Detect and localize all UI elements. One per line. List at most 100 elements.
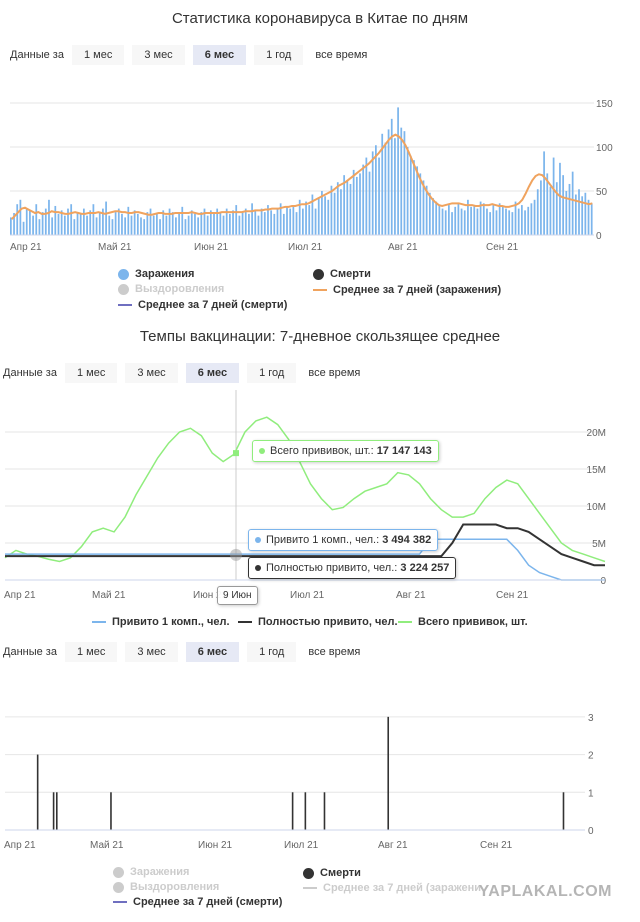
range-1y-button[interactable]: 1 год <box>247 642 297 662</box>
infection-bar <box>105 201 107 235</box>
legend-total[interactable]: Всего прививок, шт. <box>398 616 528 628</box>
infection-bar <box>213 213 215 235</box>
range-1y-button[interactable]: 1 год <box>247 363 297 383</box>
range-1y-button[interactable]: 1 год <box>254 45 304 65</box>
infection-bar <box>311 194 314 235</box>
infection-bar <box>25 208 28 235</box>
infection-bar <box>48 199 50 235</box>
range-1m-button[interactable]: 1 мес <box>64 363 118 383</box>
infection-bar <box>508 210 511 235</box>
one-dose-line <box>5 538 605 581</box>
infection-bar <box>232 210 234 235</box>
legend-deaths[interactable]: Смерти <box>303 867 361 879</box>
y-tick-label: 100 <box>596 143 613 154</box>
infection-bar <box>76 212 79 235</box>
legend-label: Среднее за 7 дней (смерти) <box>133 896 283 908</box>
range-all-button[interactable]: все время <box>308 646 361 658</box>
legend-avg-infections[interactable]: Среднее за 7 дней (заражени <box>303 882 481 894</box>
infection-bar <box>543 151 545 235</box>
infection-bar <box>527 206 530 235</box>
range-all-button[interactable]: все время <box>308 367 361 379</box>
infection-bar <box>254 210 257 235</box>
legend-deaths[interactable]: Смерти <box>313 268 371 280</box>
tooltip-date: 9 Июн <box>217 586 258 605</box>
infection-bar <box>102 208 104 235</box>
infection-bar <box>457 203 460 235</box>
chart3-plot[interactable]: 0 1 2 3 Апр 21 Май 21 Июн 21 Июл 21 Авг 21 Сен 21 <box>0 690 640 855</box>
avg-deaths-line-icon <box>113 901 127 903</box>
infection-bar <box>35 204 38 235</box>
total-dot-icon <box>259 448 265 454</box>
infection-bar <box>248 213 250 235</box>
infection-bar <box>225 208 228 235</box>
fully-vaccinated-line <box>5 523 605 567</box>
chart2-plot[interactable]: 0 5M 10M 15M 20M Апр 21 Май 21 Июн 21 Июл 21 Авг … <box>0 390 640 615</box>
x-tick-label: Май 21 <box>98 242 132 253</box>
chart1-range-selector: Данные за 1 мес 3 мес 6 мес 1 год все вр… <box>10 45 379 65</box>
infection-bar <box>467 199 469 235</box>
hover-marker <box>230 548 242 561</box>
x-tick-label: Июл 21 <box>290 590 325 601</box>
chart1-legend: Заражения Выздоровления Среднее за 7 дне… <box>0 268 640 318</box>
x-tick-label: Май 21 <box>90 840 124 851</box>
infection-bar <box>175 217 177 235</box>
infection-bar <box>67 208 69 235</box>
infection-bar <box>32 215 34 235</box>
infection-bar <box>136 213 139 235</box>
infection-bar <box>95 217 98 235</box>
infection-bar <box>209 210 212 235</box>
infection-bar <box>375 145 377 235</box>
infection-bar <box>251 203 253 235</box>
legend-label: Среднее за 7 дней (заражени <box>323 882 482 894</box>
legend-avg-deaths[interactable]: Среднее за 7 дней (смерти) <box>113 896 282 908</box>
infection-bar <box>546 173 549 235</box>
legend-infections[interactable]: Заражения <box>113 866 189 878</box>
infection-bar <box>124 217 127 235</box>
infection-bar <box>533 199 536 235</box>
infection-bar <box>587 199 590 235</box>
legend-recoveries[interactable]: Выздоровления <box>118 283 224 295</box>
range-6m-button[interactable]: 6 мес <box>185 363 240 383</box>
range-3m-button[interactable]: 3 мес <box>132 45 185 65</box>
y-tick-label: 15M <box>587 465 606 476</box>
infection-bar <box>578 189 580 235</box>
range-3m-button[interactable]: 3 мес <box>125 363 178 383</box>
tooltip-label: Привито 1 комп., чел.: <box>266 534 380 546</box>
infection-bar <box>70 204 73 235</box>
infection-bar <box>149 208 152 235</box>
y-tick-label: 50 <box>596 187 608 198</box>
legend-avg-infections[interactable]: Среднее за 7 дней (заражения) <box>313 284 501 296</box>
legend-avg-deaths[interactable]: Среднее за 7 дней (смерти) <box>118 299 287 311</box>
infection-bar <box>432 198 434 235</box>
death-bar <box>55 792 58 830</box>
range-6m-button[interactable]: 6 мес <box>192 45 247 65</box>
death-bar <box>36 754 39 830</box>
infection-bar <box>482 203 485 235</box>
infection-bar <box>505 208 507 235</box>
legend-one-dose[interactable]: Привито 1 комп., чел. <box>92 616 230 628</box>
legend-fully[interactable]: Полностью привито, чел. <box>238 616 398 628</box>
range-1m-button[interactable]: 1 мес <box>71 45 125 65</box>
infection-bar <box>235 205 238 235</box>
infection-bar <box>79 213 82 235</box>
infection-bar <box>463 210 466 235</box>
chart1-plot[interactable]: 0 50 100 150 Апр 21 Май 21 Июн 21 Июл 21 Авг 21 С… <box>0 95 640 265</box>
legend-recoveries[interactable]: Выздоровления <box>113 881 219 893</box>
range-1m-button[interactable]: 1 мес <box>64 642 118 662</box>
x-tick-label: Апр 21 <box>10 242 42 253</box>
tooltip-value: 3 494 382 <box>382 534 432 546</box>
range-label: Данные за <box>3 646 57 658</box>
legend-infections[interactable]: Заражения <box>118 268 194 280</box>
y-tick-label: 1 <box>588 788 594 799</box>
range-6m-button[interactable]: 6 мес <box>185 642 240 662</box>
range-3m-button[interactable]: 3 мес <box>125 642 178 662</box>
y-tick-label: 3 <box>588 713 594 724</box>
infections-dot-icon <box>118 268 129 280</box>
range-label: Данные за <box>10 49 64 61</box>
infection-bar <box>419 173 422 235</box>
infection-bar <box>121 213 123 235</box>
range-all-button[interactable]: все время <box>315 49 368 61</box>
deaths-dot-icon <box>303 867 314 879</box>
infection-bar <box>133 210 136 235</box>
infection-bar <box>425 185 428 235</box>
